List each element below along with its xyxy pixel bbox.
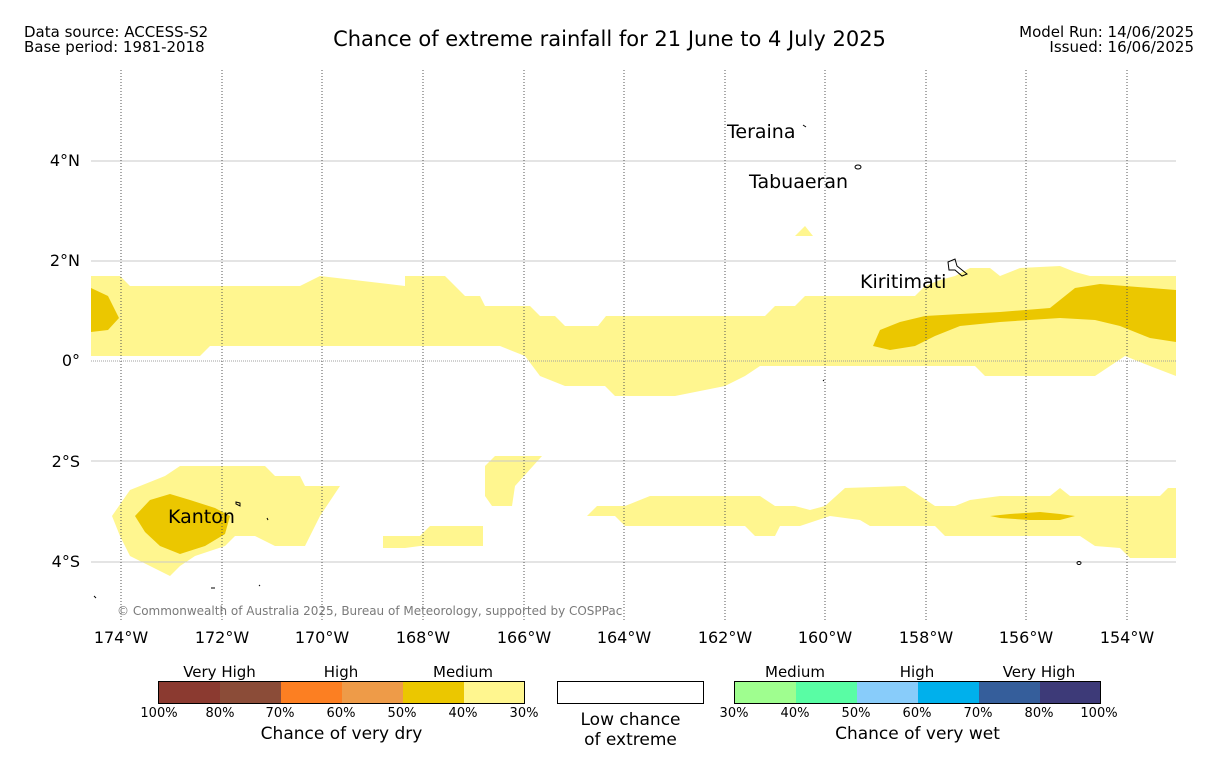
lon-label-156w: 156°W: [998, 628, 1054, 647]
legend-dry-caption: Chance of very dry: [260, 724, 423, 744]
page-title: Chance of extreme rainfall for 21 June t…: [333, 27, 886, 51]
lat-label-4n: 4°N: [49, 151, 80, 170]
copyright-notice: © Commonwealth of Australia 2025, Bureau…: [117, 604, 623, 618]
lon-label-172w: 172°W: [194, 628, 250, 647]
legend-wet-colorbar: [734, 681, 1101, 704]
lon-label-162w: 162°W: [697, 628, 753, 647]
lon-label-158w: 158°W: [898, 628, 954, 647]
legend-wet-swatch-4: [918, 682, 979, 703]
equatorial-band-region: [91, 266, 1176, 396]
lat-label-0: 0°: [61, 351, 80, 370]
teraina-island: [802, 124, 807, 128]
medium-dry-regions: [91, 226, 1176, 576]
lon-label-168w: 168°W: [395, 628, 451, 647]
model-run-label: Model Run: 14/06/2025: [1019, 23, 1194, 41]
legend-dry-swatch-5: [403, 682, 464, 703]
legend-wet-tick: 70%: [963, 706, 993, 721]
legend-dry-category-medium: Medium: [433, 663, 493, 681]
legend-dry-tick: 30%: [509, 706, 539, 721]
issued-label: Issued: 16/06/2025: [1049, 38, 1194, 56]
coastlines: [93, 124, 1082, 599]
legend-wet-tick: 100%: [1080, 706, 1118, 721]
legend-low-chance-swatch: [557, 681, 704, 704]
legend-dry-swatch-1: [159, 682, 220, 703]
legend-wet-tick: 80%: [1024, 706, 1054, 721]
legend-dry-swatch-4: [342, 682, 403, 703]
legend-dry-tick: 40%: [448, 706, 478, 721]
patch-166w: [485, 456, 542, 506]
lon-label-154w: 154°W: [1099, 628, 1155, 647]
legend-wet-category-very-high: Very High: [1002, 663, 1076, 681]
legend-dry-swatch-3: [281, 682, 342, 703]
data-source-label: Data source: ACCESS-S2: [24, 23, 209, 41]
lat-label-4s: 4°S: [51, 552, 80, 571]
far-west-patch: [91, 288, 119, 332]
legend-dry-tick: 100%: [140, 706, 178, 721]
south-patch: [383, 526, 483, 548]
kiritimati-region: [873, 284, 1176, 350]
legend-wet-category-medium: Medium: [765, 663, 825, 681]
lat-label-2s: 2°S: [51, 452, 80, 471]
place-label-tabuaeran: Tabuaeran: [749, 171, 849, 193]
legend-dry-tick: 50%: [387, 706, 417, 721]
tabuaeran-island: [854, 164, 862, 170]
legend-wet-swatch-5: [979, 682, 1040, 703]
base-period-label: Base period: 1981-2018: [24, 38, 205, 56]
legend-low-chance-line1: Low chance: [580, 710, 681, 730]
legend-dry-tick: 80%: [205, 706, 235, 721]
legend-wet-tick: 50%: [841, 706, 871, 721]
gridlines: [91, 160, 1176, 563]
high-dry-regions: [91, 284, 1176, 554]
legend-low-chance-line2: of extreme: [584, 730, 677, 750]
southern-high-sliver: [990, 512, 1075, 520]
lat-label-2n: 2°N: [49, 251, 80, 270]
legend-wet-swatch-3: [857, 682, 918, 703]
kanton-island: [235, 501, 241, 507]
small-island-4: [93, 595, 97, 599]
legend-wet-category-high: High: [899, 663, 935, 681]
tabuaeran-patch: [795, 226, 813, 236]
legend-dry-tick: 60%: [326, 706, 356, 721]
lon-label-166w: 166°W: [496, 628, 552, 647]
lon-label-170w: 170°W: [294, 628, 350, 647]
place-label-kanton: Kanton: [168, 506, 235, 528]
legend-dry-swatch-6: [464, 682, 524, 703]
southern-band-region: [587, 486, 1176, 558]
small-island-6: [1076, 561, 1082, 565]
legend-wet-tick: 60%: [902, 706, 932, 721]
legend-dry-colorbar: [158, 681, 525, 704]
lon-label-174w: 174°W: [93, 628, 149, 647]
legend-wet-swatch-1: [735, 682, 796, 703]
lon-label-164w: 164°W: [596, 628, 652, 647]
legend-wet-caption: Chance of very wet: [835, 724, 1000, 744]
kiritimati-island: [947, 258, 968, 277]
legend-wet-tick: 30%: [719, 706, 749, 721]
legend-wet-swatch-2: [796, 682, 857, 703]
small-island-1: [266, 517, 269, 521]
place-label-kiritimati: Kiritimati: [860, 271, 947, 293]
legend-dry-swatch-2: [220, 682, 281, 703]
small-island-3: [258, 584, 261, 587]
kanton-high-region: [135, 494, 230, 554]
place-label-teraina: Teraina: [727, 121, 796, 143]
legend-wet-tick: 40%: [780, 706, 810, 721]
legend-wet-swatch-6: [1040, 682, 1100, 703]
legend-dry-tick: 70%: [265, 706, 295, 721]
legend-dry-category-high: High: [323, 663, 359, 681]
small-island-5: [822, 379, 825, 382]
lon-label-160w: 160°W: [797, 628, 853, 647]
legend-dry-category-very-high: Very High: [183, 663, 256, 681]
